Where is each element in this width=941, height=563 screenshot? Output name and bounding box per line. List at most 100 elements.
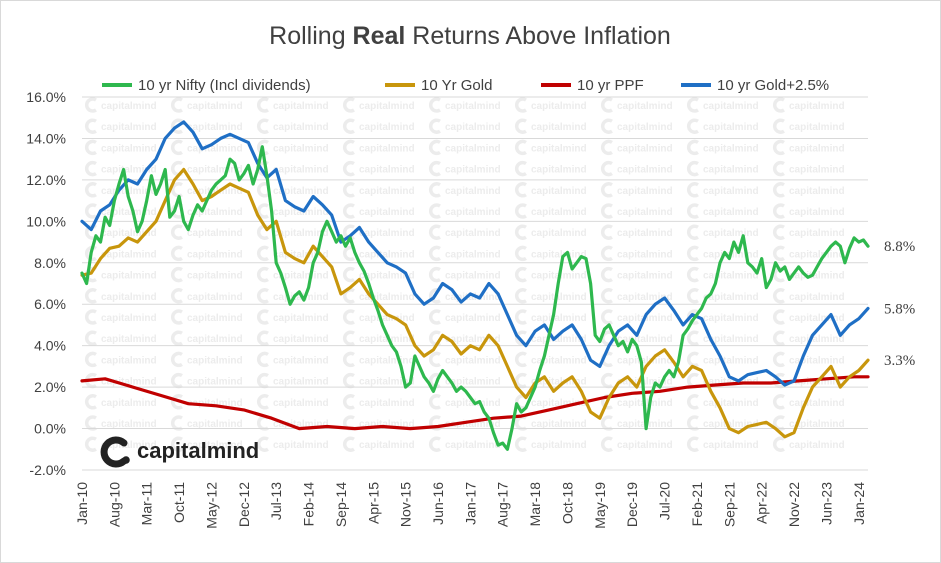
watermark-c-icon [601, 436, 613, 452]
watermark-text: capitalmind [445, 228, 501, 239]
watermark-c-icon [601, 309, 613, 325]
watermark-c-icon [601, 118, 613, 134]
x-tick-label: Dec-19 [624, 482, 640, 527]
watermark-text: capitalmind [101, 440, 157, 451]
watermark-text: capitalmind [445, 207, 501, 218]
watermark-tile: capitalmind [171, 118, 243, 134]
watermark-tile: capitalmind [429, 372, 501, 389]
watermark-tile: capitalmind [687, 118, 759, 134]
watermark-text: capitalmind [789, 355, 845, 366]
watermark-tile: capitalmind [773, 118, 845, 134]
watermark-text: capitalmind [789, 440, 845, 451]
watermark-c-icon [429, 394, 441, 410]
watermark-tile: capitalmind [773, 394, 845, 410]
watermark-c-icon [257, 309, 269, 325]
watermark-tile: capitalmind [515, 415, 587, 431]
watermark-tile: capitalmind [687, 351, 759, 368]
watermark-c-icon [687, 330, 699, 346]
watermark-text: capitalmind [273, 143, 329, 154]
watermark-c-icon [429, 160, 441, 177]
watermark-c-icon [515, 288, 527, 304]
watermark-text: capitalmind [617, 228, 673, 239]
watermark-tile: capitalmind [171, 309, 243, 325]
watermark-text: capitalmind [789, 271, 845, 282]
watermark-text: capitalmind [789, 419, 845, 430]
watermark-c-icon [773, 182, 785, 198]
gridlines [82, 96, 868, 471]
capitalmind-logo: capitalmind [100, 436, 259, 468]
watermark-text: capitalmind [359, 271, 415, 282]
watermark-c-icon [687, 436, 699, 452]
series-line-2 [80, 375, 870, 431]
watermark-tile: capitalmind [601, 372, 673, 389]
watermark-tile: capitalmind [343, 372, 415, 389]
watermark-tile: capitalmind [85, 139, 157, 156]
watermark-text: capitalmind [703, 122, 759, 133]
watermark-text: capitalmind [703, 440, 759, 451]
y-tick-label: 0.0% [34, 421, 66, 437]
watermark-text: capitalmind [531, 398, 587, 409]
watermark-tile: capitalmind [429, 118, 501, 134]
watermark-c-icon [429, 351, 441, 368]
legend: 10 yr Nifty (Incl dividends) 10 Yr Gold 10… [102, 77, 829, 94]
watermark-tile: capitalmind [343, 394, 415, 410]
watermark-text: capitalmind [789, 228, 845, 239]
x-tick-label: Aug-17 [495, 482, 511, 527]
watermark-c-icon [85, 97, 97, 113]
watermark-c-icon [171, 118, 183, 134]
watermark-text: capitalmind [445, 122, 501, 133]
watermark-c-icon [171, 182, 183, 198]
watermark-c-icon [257, 266, 269, 283]
watermark-c-icon [687, 372, 699, 389]
watermark-text: capitalmind [187, 271, 243, 282]
watermark-c-icon [257, 118, 269, 134]
watermark-text: capitalmind [617, 355, 673, 366]
watermark-text: capitalmind [789, 143, 845, 154]
watermark-text: capitalmind [531, 122, 587, 133]
watermark-text: capitalmind [359, 334, 415, 345]
watermark-text: capitalmind [273, 207, 329, 218]
watermark-text: capitalmind [273, 355, 329, 366]
watermark-text: capitalmind [703, 228, 759, 239]
watermark-c-icon [429, 203, 441, 219]
watermark-c-icon [429, 245, 441, 262]
watermark-tile: capitalmind [343, 330, 415, 346]
watermark-c-icon [773, 224, 785, 240]
watermark-c-icon [773, 139, 785, 156]
watermark-tile: capitalmind [85, 351, 157, 368]
watermark-text: capitalmind [703, 334, 759, 345]
watermark-tile: capitalmind [601, 97, 673, 113]
watermark-tile: capitalmind [171, 245, 243, 262]
watermark-text: capitalmind [359, 292, 415, 303]
watermark-tile: capitalmind [343, 160, 415, 177]
watermark-c-icon [773, 288, 785, 304]
watermark-tile: capitalmind [687, 160, 759, 177]
watermark-c-icon [601, 415, 613, 431]
watermark-c-icon [687, 182, 699, 198]
watermark-tile: capitalmind [85, 203, 157, 219]
watermark-tile: capitalmind [515, 351, 587, 368]
watermark-c-icon [515, 415, 527, 431]
watermark-c-icon [601, 139, 613, 156]
watermark-tile: capitalmind [257, 372, 329, 389]
watermark-c-icon [601, 97, 613, 113]
watermark-tile: capitalmind [773, 288, 845, 304]
watermark-c-icon [171, 266, 183, 283]
watermark-c-icon [687, 224, 699, 240]
x-tick-label: Jul-20 [657, 482, 673, 520]
watermark-tile: capitalmind [773, 245, 845, 262]
watermark-c-icon [601, 203, 613, 219]
logo-text: capitalmind [137, 438, 259, 463]
watermark-text: capitalmind [445, 292, 501, 303]
watermark-text: capitalmind [531, 228, 587, 239]
watermark-text: capitalmind [359, 419, 415, 430]
watermark-tile: capitalmind [773, 182, 845, 198]
watermark-c-icon [515, 351, 527, 368]
watermark-tile: capitalmind [85, 309, 157, 325]
watermark-c-icon [171, 351, 183, 368]
watermark-text: capitalmind [445, 165, 501, 176]
watermark-text: capitalmind [187, 228, 243, 239]
x-tick-label: Feb-21 [689, 482, 705, 527]
watermark-c-icon [171, 394, 183, 410]
watermark-c-icon [687, 266, 699, 283]
